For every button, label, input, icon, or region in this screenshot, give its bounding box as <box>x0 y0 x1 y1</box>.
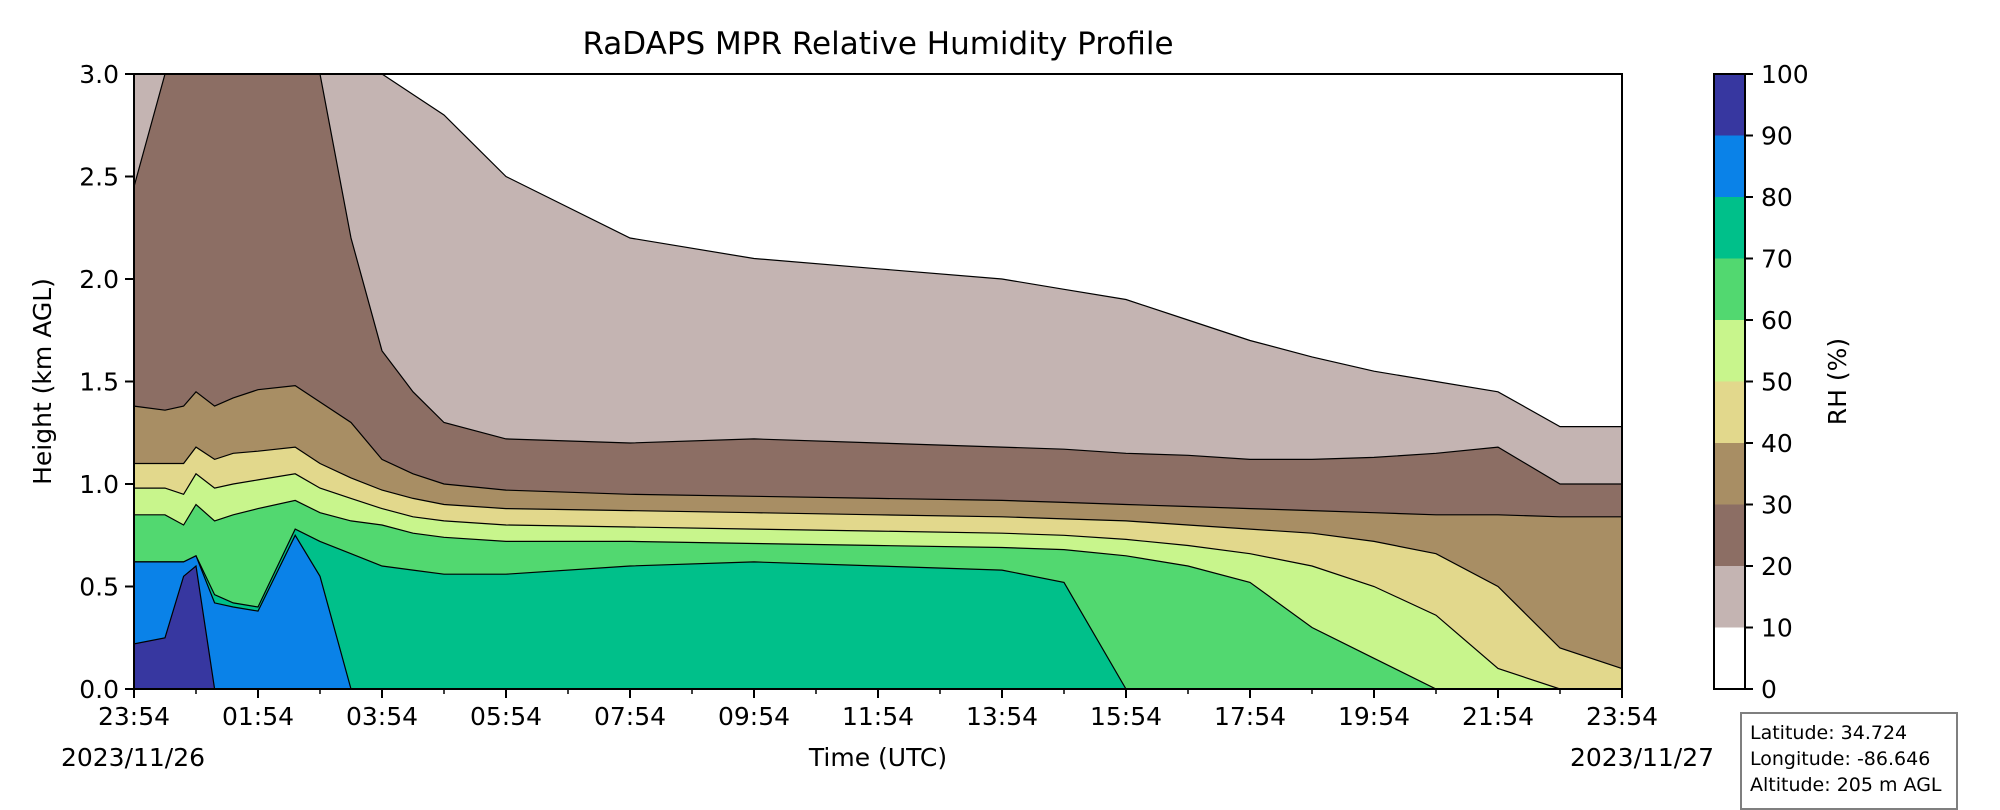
latitude-text: Latitude: 34.724 <box>1750 722 1908 744</box>
y-tick-label: 2.5 <box>79 163 119 192</box>
y-axis-label: Height (km AGL) <box>28 278 57 485</box>
x-axis-label: Time (UTC) <box>808 743 947 772</box>
plot-area <box>133 73 1623 690</box>
chart-title: RaDAPS MPR Relative Humidity Profile <box>582 26 1173 62</box>
start-date-label: 2023/11/26 <box>61 743 205 772</box>
colorbar-tick-label: 70 <box>1761 245 1793 274</box>
colorbar-tick-label: 0 <box>1761 675 1777 704</box>
colorbar-swatch <box>1714 320 1745 382</box>
y-tick-label: 2.0 <box>79 265 119 294</box>
colorbar-swatch <box>1714 74 1745 136</box>
y-tick-label: 1.0 <box>79 470 119 499</box>
colorbar-tick-label: 100 <box>1761 60 1809 89</box>
x-tick-label: 11:54 <box>842 702 914 731</box>
x-tick-label: 19:54 <box>1338 702 1410 731</box>
y-tick-label: 0.0 <box>79 675 119 704</box>
colorbar-swatch <box>1714 504 1745 566</box>
colorbar-swatch <box>1714 443 1745 505</box>
colorbar-tick-label: 10 <box>1761 614 1793 643</box>
x-tick-label: 17:54 <box>1214 702 1286 731</box>
colorbar-swatch <box>1714 135 1745 197</box>
x-tick-label: 01:54 <box>222 702 294 731</box>
colorbar-tick-label: 20 <box>1761 552 1793 581</box>
x-tick-label: 07:54 <box>594 702 666 731</box>
x-tick-label: 23:54 <box>1586 702 1658 731</box>
colorbar-tick-label: 50 <box>1761 368 1793 397</box>
x-tick-label: 03:54 <box>346 702 418 731</box>
colorbar-swatch <box>1714 627 1745 689</box>
colorbar: 0 10 20 30 40 50 60 70 80 90 100 <box>1713 60 1809 704</box>
y-tick-label: 0.5 <box>79 573 119 602</box>
altitude-text: Altitude: 205 m AGL <box>1750 774 1942 796</box>
colorbar-swatch <box>1714 197 1745 259</box>
colorbar-swatch <box>1714 566 1745 628</box>
end-date-label: 2023/11/27 <box>1570 743 1714 772</box>
colorbar-tick-label: 40 <box>1761 429 1793 458</box>
x-tick-label: 09:54 <box>718 702 790 731</box>
colorbar-tick-label: 30 <box>1761 491 1793 520</box>
longitude-text: Longitude: -86.646 <box>1750 748 1931 770</box>
x-tick-label: 05:54 <box>470 702 542 731</box>
colorbar-label: RH (%) <box>1823 338 1852 425</box>
axes: 23:54 01:54 03:54 05:54 07:54 09:54 11:54 13:54… <box>79 60 1658 731</box>
colorbar-tick-label: 90 <box>1761 122 1793 151</box>
x-tick-label: 21:54 <box>1462 702 1534 731</box>
y-tick-label: 3.0 <box>79 60 119 89</box>
colorbar-swatch <box>1714 381 1745 443</box>
colorbar-tick-label: 60 <box>1761 306 1793 335</box>
x-tick-label: 15:54 <box>1090 702 1162 731</box>
colorbar-swatch <box>1714 258 1745 320</box>
x-tick-label: 13:54 <box>966 702 1038 731</box>
location-info-box: Latitude: 34.724 Longitude: -86.646 Alti… <box>1740 712 1958 810</box>
y-tick-label: 1.5 <box>79 368 119 397</box>
x-tick-label: 23:54 <box>98 702 170 731</box>
colorbar-tick-label: 80 <box>1761 183 1793 212</box>
